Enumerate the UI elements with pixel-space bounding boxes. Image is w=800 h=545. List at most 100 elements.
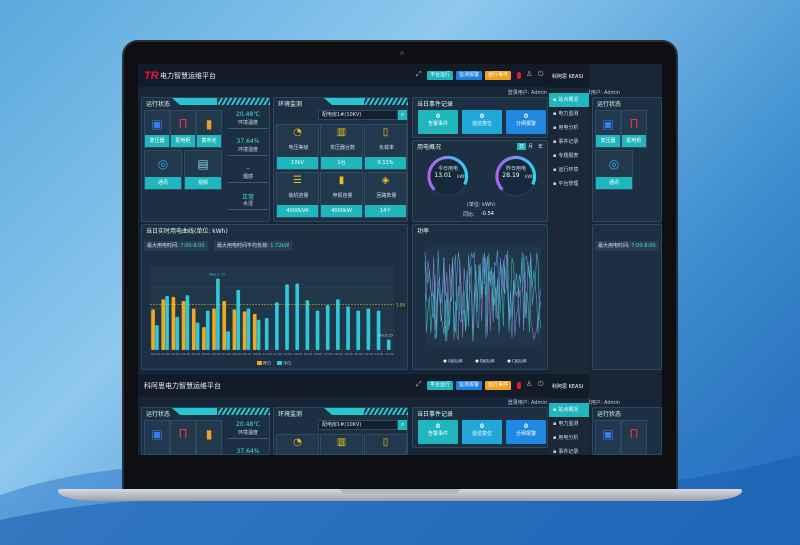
bar-今日-02:00[interactable] xyxy=(175,316,180,350)
event-card[interactable]: 0 遥信变位 xyxy=(462,110,502,134)
status-tile-1[interactable]: Π xyxy=(621,420,647,455)
legend-label: 今日 xyxy=(283,360,291,366)
status-tile-0[interactable]: ▣ 变压器 xyxy=(595,110,621,148)
search-button[interactable]: ⌕ xyxy=(398,420,407,430)
bar-今日-04:00[interactable] xyxy=(195,322,200,350)
status-tile-3[interactable]: ◎ 通讯 xyxy=(595,150,633,190)
bar-今日-13:00[interactable] xyxy=(285,284,289,350)
alarm-icon[interactable] xyxy=(517,72,521,79)
fullscreen-icon[interactable]: ⤢ xyxy=(416,380,422,388)
sidebar-item-3[interactable]: ▪ 事件记录 xyxy=(549,135,589,149)
tab-month[interactable]: 月 xyxy=(528,144,534,150)
status-tile-1[interactable]: Π 配电柜 xyxy=(170,110,196,148)
event-card[interactable]: 0 分闸报警 xyxy=(506,420,546,444)
bar-今日-00:00[interactable] xyxy=(155,325,159,350)
sidebar-item-0[interactable]: ▪ 站点概况 xyxy=(549,403,589,417)
bar-今日-19:00[interactable] xyxy=(346,306,350,350)
status-tile-0[interactable]: ▣ xyxy=(144,420,170,455)
status-tile-2[interactable]: ▮ 蓄电池 xyxy=(196,110,222,148)
login-user: 登录用户: Admin xyxy=(507,90,547,96)
user-icon[interactable]: ♙ xyxy=(526,380,533,388)
status-tile-1[interactable]: Π 配电柜 xyxy=(621,110,647,148)
event-card[interactable]: 0 遥信变位 xyxy=(462,420,502,444)
env-value: 正常 xyxy=(241,194,254,201)
env-item-value: 14个 xyxy=(365,205,406,217)
event-card[interactable]: 0 告警事件 xyxy=(418,110,458,134)
alarm-icon[interactable] xyxy=(517,382,521,389)
bar-今日-05:00[interactable] xyxy=(205,310,210,350)
bar-昨日-03:00[interactable] xyxy=(181,301,186,350)
sidebar-item-0[interactable]: ▪ 站点概况 xyxy=(549,93,589,107)
chip-icon: ▣ xyxy=(151,427,163,441)
bar-昨日-07:00[interactable] xyxy=(222,301,227,350)
bar-昨日-02:00[interactable] xyxy=(171,296,176,350)
bar-今日-17:00[interactable] xyxy=(325,305,330,350)
bar-今日-08:00[interactable] xyxy=(236,289,241,350)
bar-今日-10:00[interactable] xyxy=(256,319,261,350)
tab-year[interactable]: 年 xyxy=(538,144,544,150)
header-stripes xyxy=(218,408,270,415)
bar-昨日-06:00[interactable] xyxy=(212,308,216,351)
bar-今日-01:00[interactable] xyxy=(165,296,169,350)
power-icon[interactable]: ⏻ xyxy=(538,380,544,388)
bar-今日-23:00[interactable] xyxy=(386,339,391,350)
bar-昨日-08:00[interactable] xyxy=(232,309,237,350)
event-button[interactable]: 运行事件 xyxy=(485,71,512,80)
bar-今日-18:00[interactable] xyxy=(336,299,340,350)
sidebar-item-6[interactable]: ▪ 平台管理 xyxy=(549,177,589,191)
tab-day[interactable]: 日 xyxy=(517,143,527,150)
status-tile-1[interactable]: Π xyxy=(170,420,196,455)
event-button[interactable]: 运行事件 xyxy=(485,381,512,390)
bar-今日-20:00[interactable] xyxy=(356,310,361,350)
sidebar-item-4[interactable]: ▪ 专题报表 xyxy=(549,149,589,163)
bar-今日-11:00[interactable] xyxy=(264,318,269,350)
camera xyxy=(400,51,404,55)
usage-panel: 用电概况 日 月 年 今日用电 13.01 kWh 昨日用电 28.19 kWh… xyxy=(412,140,548,222)
bar-今日-14:00[interactable] xyxy=(295,283,300,350)
status-tile-4[interactable]: ▤ 视频 xyxy=(184,150,222,190)
bar-今日-16:00[interactable] xyxy=(315,310,320,350)
bar-昨日-00:00[interactable] xyxy=(151,309,155,350)
status-tile-3[interactable]: ◎ 通讯 xyxy=(144,150,182,190)
bar-昨日-05:00[interactable] xyxy=(202,327,206,350)
bar-今日-09:00[interactable] xyxy=(246,308,251,351)
bar-昨日-04:00[interactable] xyxy=(191,308,196,351)
tile-label: 通讯 xyxy=(596,177,632,189)
platform-run-button[interactable]: 平台运行 xyxy=(427,71,454,80)
bar-昨日-09:00[interactable] xyxy=(242,311,247,350)
sidebar-item-3[interactable]: ▪ 事件记录 xyxy=(549,445,589,455)
bar-今日-12:00[interactable] xyxy=(275,302,279,350)
sidebar-item-5[interactable]: ▪ 运行环境 xyxy=(549,163,589,177)
bar-今日-15:00[interactable] xyxy=(305,300,310,350)
alarm-button[interactable]: 监测报警 xyxy=(456,71,483,80)
alarm-button[interactable]: 监测报警 xyxy=(456,381,483,390)
power-icon[interactable]: ⏻ xyxy=(538,70,544,78)
bar-今日-07:00[interactable] xyxy=(226,331,230,350)
tile-label: 配电柜 xyxy=(171,135,195,147)
user-icon[interactable]: ♙ xyxy=(526,70,533,78)
bar-昨日-01:00[interactable] xyxy=(161,299,166,350)
event-card[interactable]: 0 告警事件 xyxy=(418,420,458,444)
bar-今日-03:00[interactable] xyxy=(185,295,190,350)
sidebar-item-1[interactable]: ▪ 电力监测 xyxy=(549,107,589,121)
gauge-yesterday xyxy=(495,155,537,197)
sidebar-item-2[interactable]: ▪ 用电分析 xyxy=(549,121,589,135)
platform-run-button[interactable]: 平台运行 xyxy=(427,381,454,390)
event-count: 0 xyxy=(435,113,441,120)
sidebar-item-1[interactable]: ▪ 电力监测 xyxy=(549,417,589,431)
bar-昨日-10:00[interactable] xyxy=(252,313,257,350)
status-tile-0[interactable]: ▣ xyxy=(595,420,621,455)
station-select[interactable]: 配电房1#(10KV) xyxy=(318,110,398,120)
search-button[interactable]: ⌕ xyxy=(398,110,407,120)
status-tile-2[interactable]: ▮ xyxy=(196,420,222,455)
bar-今日-21:00[interactable] xyxy=(366,308,371,351)
bar-今日-06:00[interactable] xyxy=(216,278,220,350)
event-card[interactable]: 0 分闸报警 xyxy=(506,110,546,134)
load-icon: ▯ xyxy=(382,127,389,138)
bar-今日-22:00[interactable] xyxy=(376,310,381,350)
status-tile-0[interactable]: ▣ 变压器 xyxy=(144,110,170,148)
cabinet-icon: Π xyxy=(178,117,188,131)
sidebar-item-2[interactable]: ▪ 用电分析 xyxy=(549,431,589,445)
fullscreen-icon[interactable]: ⤢ xyxy=(416,70,422,78)
station-select[interactable]: 配电房1#(10KV) xyxy=(318,420,398,430)
